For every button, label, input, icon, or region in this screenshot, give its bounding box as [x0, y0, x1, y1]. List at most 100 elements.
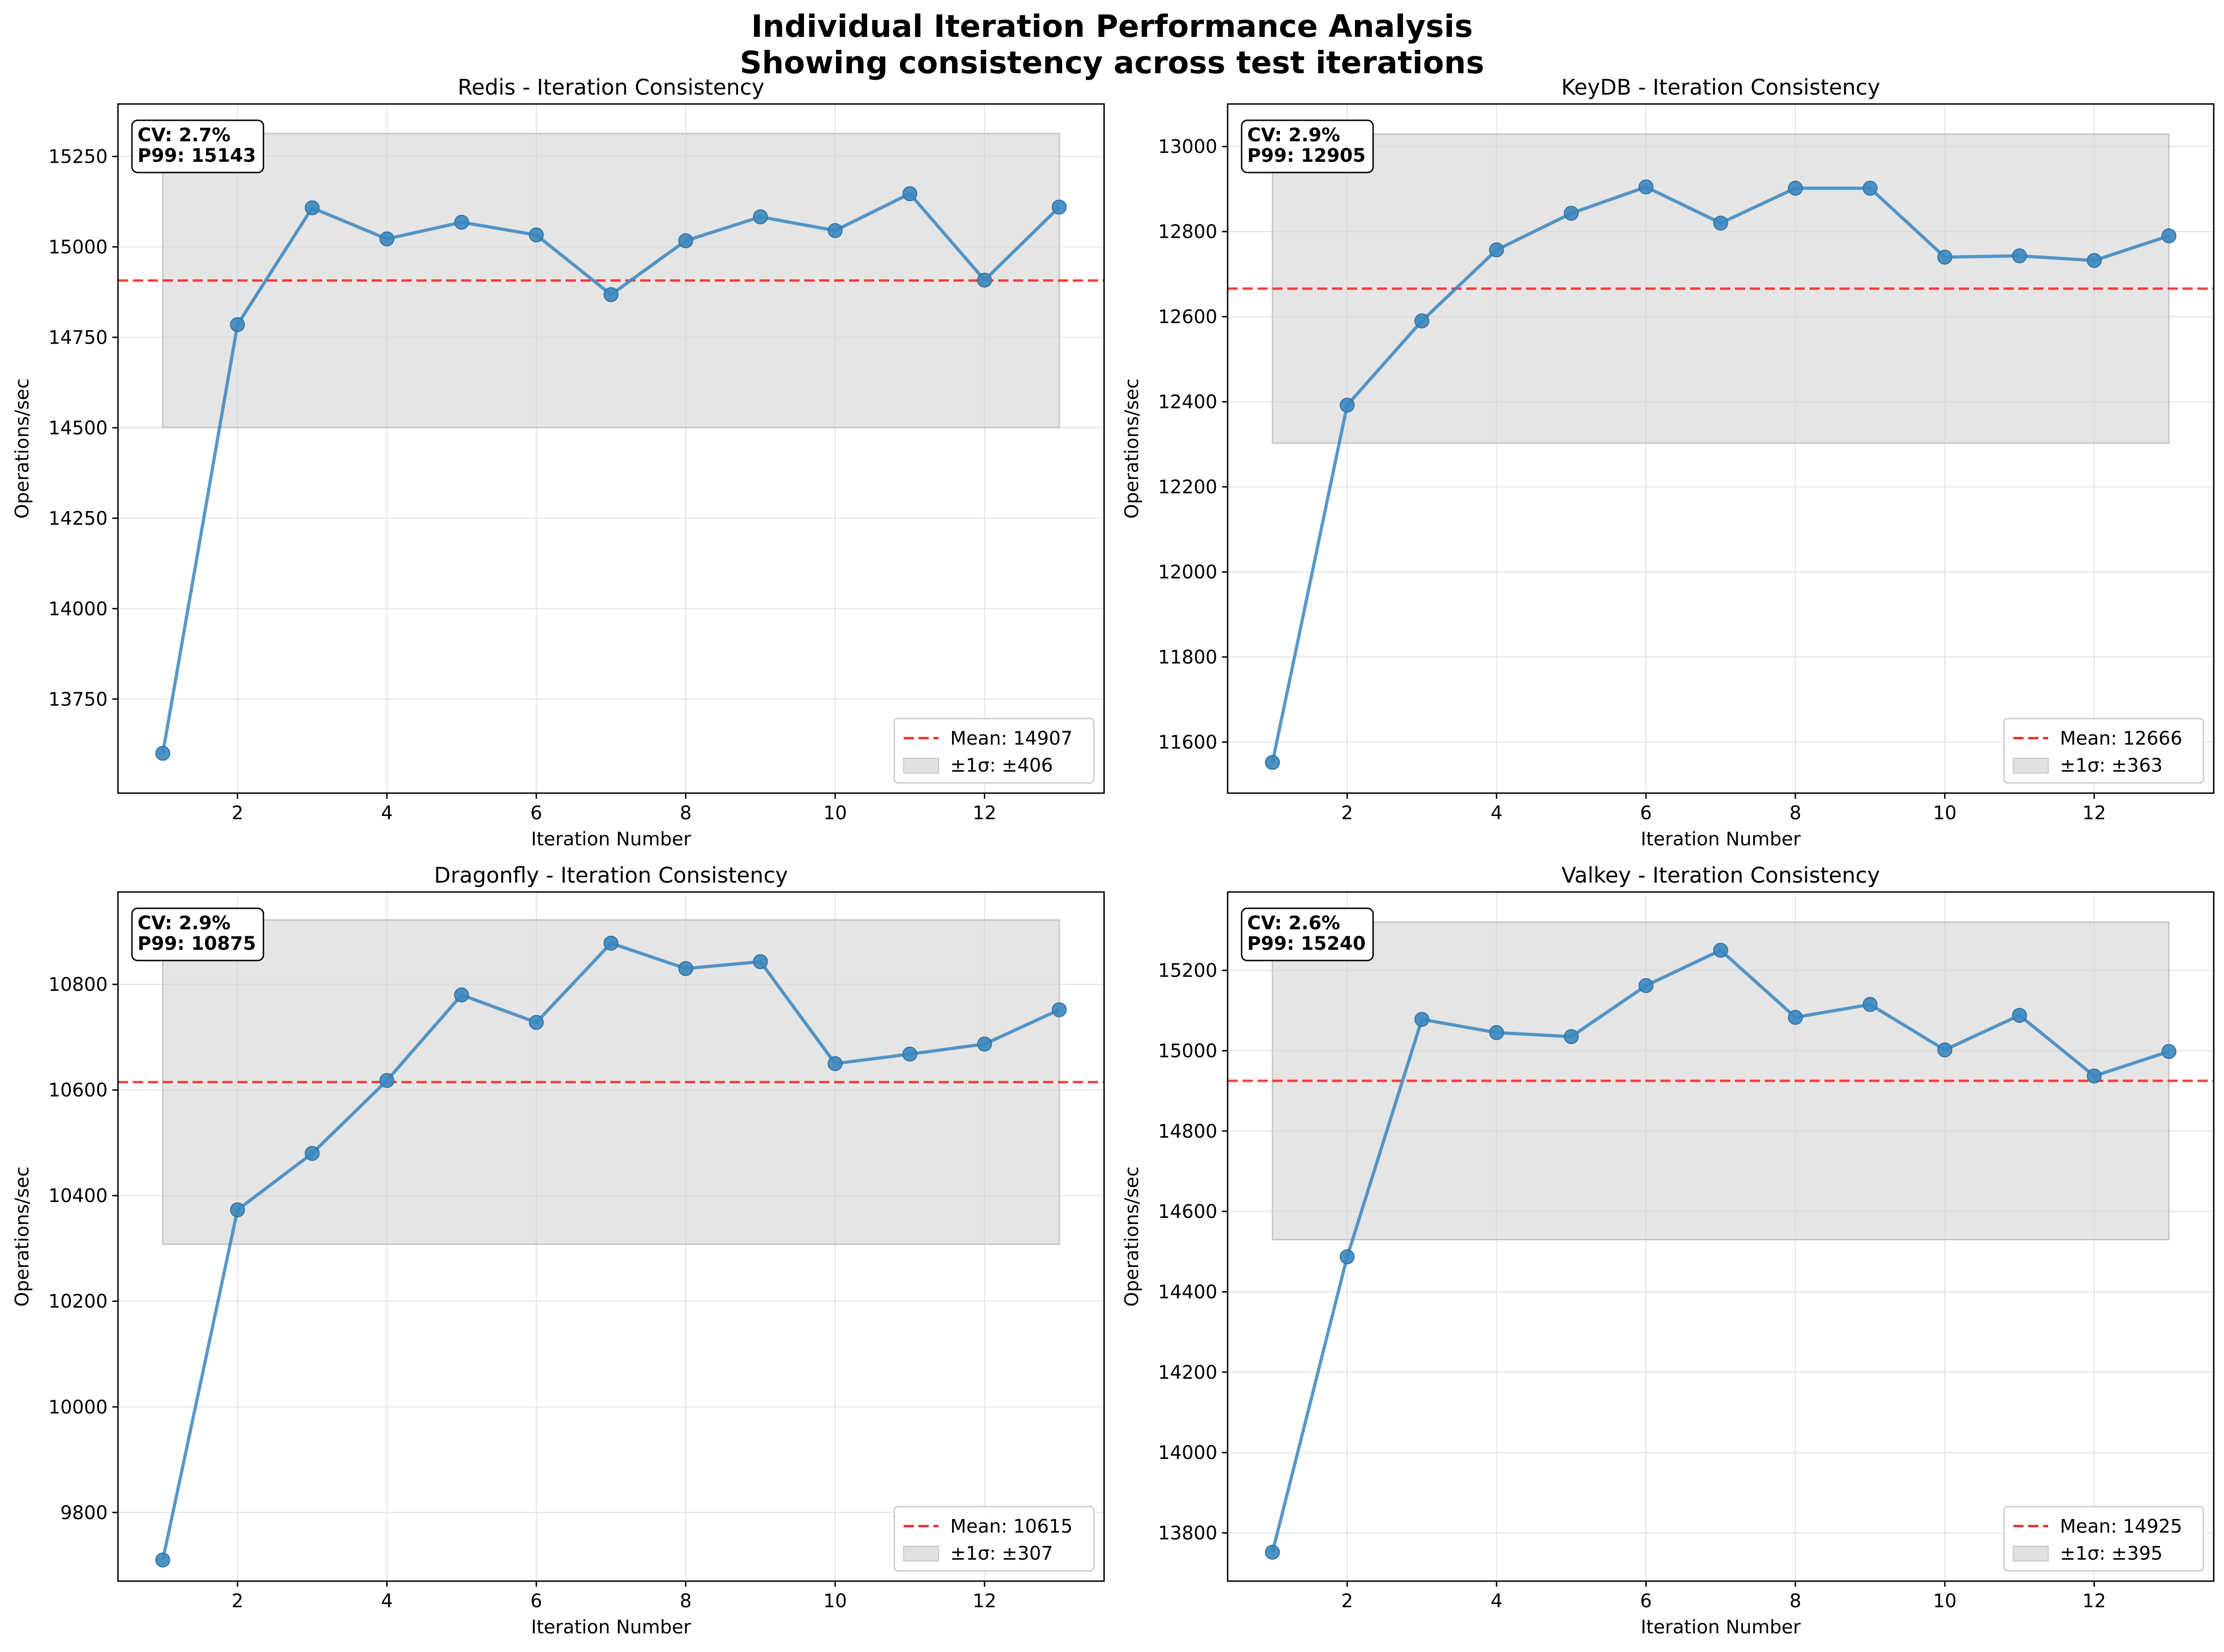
y-tick-label: 11800: [1158, 647, 1217, 668]
y-axis-label: Operations/sec: [1121, 1167, 1143, 1307]
data-point: [1937, 249, 1953, 265]
x-tick-label: 10: [823, 1590, 847, 1612]
data-point: [230, 1202, 245, 1217]
data-point: [1489, 242, 1504, 257]
x-axis-label: Iteration Number: [531, 829, 691, 850]
data-point: [1638, 978, 1654, 993]
subplot-3: 2 4 6 8 10 12 9800 10000 10200 10400 10600 10800 Dra…: [12, 863, 1105, 1638]
data-point: [977, 272, 992, 288]
x-tick-label: 12: [973, 1590, 996, 1612]
legend-mean-label: Mean: 14925: [2060, 1516, 2182, 1537]
x-tick-label: 8: [1789, 802, 1801, 824]
data-point: [828, 223, 843, 238]
axes-frame: [117, 891, 1105, 1582]
data-point: [379, 231, 394, 247]
y-tick-label: 12800: [1158, 221, 1217, 243]
legend-band-label: ±1σ: ±307: [950, 1543, 1053, 1564]
data-point: [1862, 180, 1878, 196]
y-tick-label: 14600: [1158, 1201, 1217, 1223]
stats-box: [131, 119, 264, 173]
figure-title-line-1: Individual Iteration Performance Analysi…: [751, 8, 1473, 44]
stats-text: CV: 2.9%: [1247, 124, 1340, 146]
y-tick-label: 10400: [48, 1185, 108, 1207]
x-axis-label: Iteration Number: [1641, 829, 1801, 850]
data-point: [454, 987, 470, 1002]
data-point: [1937, 1042, 1953, 1058]
data-point: [1340, 1249, 1355, 1265]
y-tick-label: 14400: [1158, 1281, 1217, 1303]
x-tick-label: 10: [823, 802, 847, 824]
data-point: [2086, 253, 2102, 268]
y-tick-label: 13750: [48, 689, 108, 710]
data-point: [753, 209, 768, 225]
data-point: [828, 1056, 843, 1071]
legend-box: [893, 718, 1095, 784]
figure-title-line-2: Showing consistency across test iteratio…: [739, 45, 1485, 81]
data-point: [603, 287, 619, 302]
y-tick-label: 9800: [60, 1502, 108, 1524]
data-point: [1713, 215, 1728, 231]
data-point: [1051, 1002, 1067, 1017]
data-point: [902, 1046, 918, 1062]
data-point: [230, 317, 245, 332]
y-tick-label: 13800: [1158, 1523, 1217, 1544]
x-tick-label: 4: [381, 1590, 393, 1612]
legend-box: [2003, 718, 2204, 784]
data-point: [678, 961, 693, 976]
x-tick-label: 10: [1933, 1590, 1957, 1612]
data-point: [2012, 1008, 2027, 1023]
y-axis-label: Operations/sec: [1121, 379, 1143, 519]
data-point: [1788, 180, 1803, 196]
x-tick-label: 4: [381, 802, 393, 824]
x-tick-label: 12: [973, 802, 996, 824]
stats-text: P99: 10875: [138, 933, 256, 954]
y-tick-label: 11600: [1158, 732, 1217, 753]
data-point: [379, 1073, 394, 1088]
y-tick-label: 15200: [1158, 960, 1217, 982]
subplot-4: 2 4 6 8 10 12 13800 14000 14200 14400 14600 14800 15…: [1121, 863, 2215, 1638]
y-tick-label: 10800: [48, 974, 108, 995]
x-tick-label: 2: [232, 1590, 243, 1612]
y-tick-label: 14800: [1158, 1121, 1217, 1142]
subplot-1: 2 4 6 8 10 12 13750 14000 14250 14500 14750 15000 15…: [12, 75, 1105, 850]
y-tick-label: 10600: [48, 1080, 108, 1101]
x-axis-label: Iteration Number: [531, 1617, 691, 1638]
stats-text: CV: 2.9%: [138, 912, 230, 934]
y-tick-label: 12400: [1158, 392, 1217, 413]
subplot-title: Dragonfly - Iteration Consistency: [434, 863, 788, 888]
subplot-title: KeyDB - Iteration Consistency: [1561, 75, 1880, 100]
legend-band-swatch: [2013, 1546, 2049, 1562]
y-tick-label: 10000: [48, 1396, 108, 1418]
data-point: [1788, 1009, 1803, 1025]
stats-text: CV: 2.7%: [138, 124, 230, 146]
data-point: [1265, 755, 1280, 770]
x-tick-label: 6: [531, 1590, 542, 1612]
x-tick-label: 2: [1341, 802, 1353, 824]
x-tick-label: 6: [531, 802, 542, 824]
x-axis-label: Iteration Number: [1641, 1617, 1801, 1638]
x-tick-label: 8: [680, 1590, 691, 1612]
data-point: [1564, 1029, 1579, 1044]
legend-mean-label: Mean: 10615: [950, 1516, 1072, 1537]
legend-mean-label: Mean: 12666: [2060, 728, 2182, 749]
x-tick-label: 8: [1789, 1590, 1801, 1612]
data-point: [304, 200, 320, 215]
y-tick-label: 15000: [48, 236, 108, 258]
y-tick-label: 10200: [48, 1291, 108, 1313]
data-point: [155, 1552, 171, 1568]
x-tick-label: 4: [1491, 1590, 1502, 1612]
x-tick-label: 2: [1341, 1590, 1353, 1612]
data-point: [603, 935, 619, 951]
y-axis-label: Operations/sec: [12, 379, 33, 519]
axes-frame: [117, 103, 1105, 794]
subplot-title: Redis - Iteration Consistency: [458, 75, 765, 100]
data-point: [1414, 1012, 1430, 1027]
stats-text: P99: 12905: [1247, 145, 1366, 166]
y-tick-label: 14750: [48, 327, 108, 348]
data-point: [1051, 200, 1067, 215]
data-point: [678, 233, 693, 249]
data-point: [2086, 1068, 2102, 1084]
stats-box: [1241, 907, 1374, 961]
data-point: [529, 1015, 544, 1030]
